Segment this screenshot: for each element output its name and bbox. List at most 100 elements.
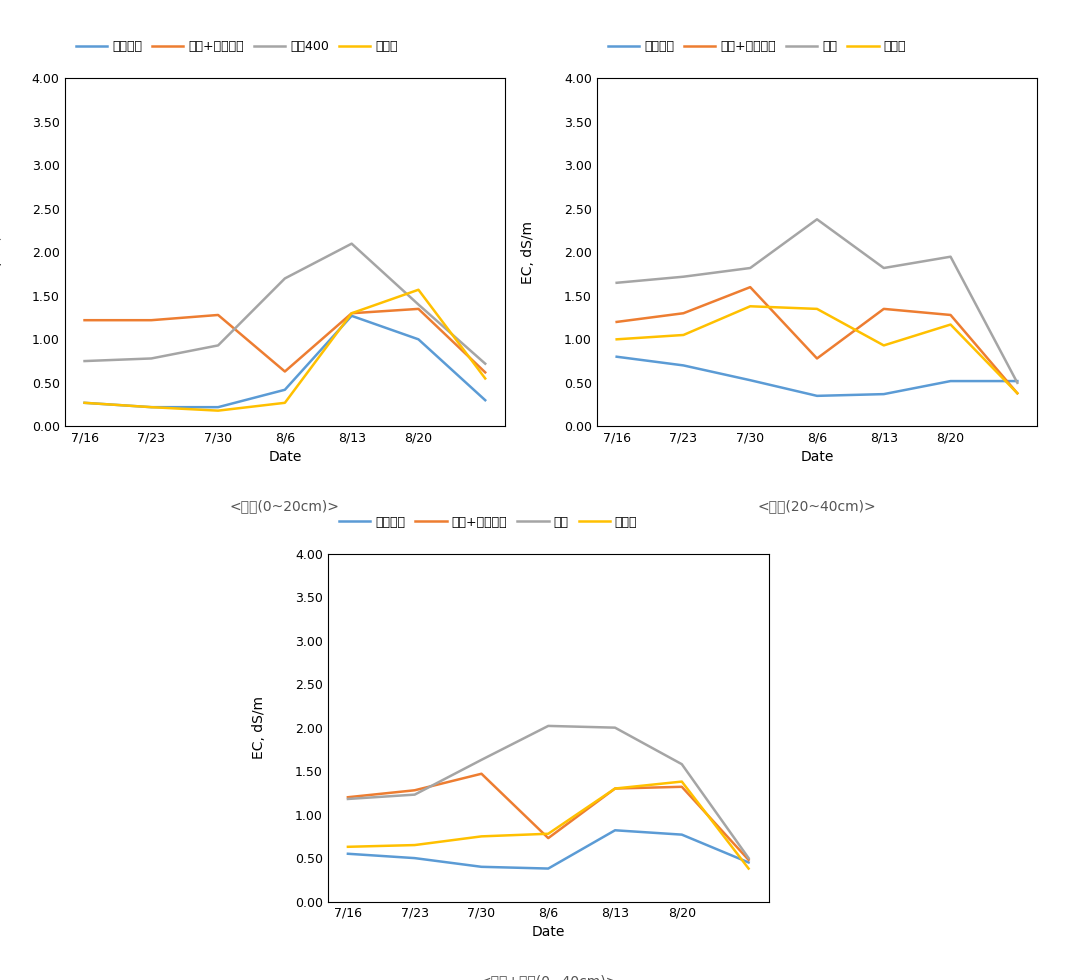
- Line: 석고+심토파쇄: 석고+심토파쇄: [617, 287, 1017, 393]
- 무처리: [675, 776, 688, 788]
- 석고+심토파쇄: [877, 303, 890, 315]
- 무처리: [475, 830, 488, 842]
- Y-axis label: EC, dS/m: EC, dS/m: [253, 696, 267, 760]
- 석고+심토파쇄: [78, 315, 91, 326]
- 석고+심토파쇄: [1010, 387, 1023, 399]
- Y-axis label: EC, dS/m: EC, dS/m: [0, 220, 3, 284]
- Line: 무처리: 무처리: [617, 307, 1017, 393]
- 석고: [542, 720, 555, 732]
- Legend: 심토파쇄, 석고+심토파쇄, 석고, 무처리: 심토파쇄, 석고+심토파쇄, 석고, 무처리: [334, 511, 642, 533]
- 심토파쇄: [412, 333, 425, 345]
- 심토파쇄: [877, 388, 890, 400]
- 석고400: [412, 299, 425, 311]
- 석고: [744, 262, 757, 273]
- X-axis label: Date: Date: [800, 450, 834, 464]
- 석고+심토파쇄: [408, 784, 421, 796]
- Line: 석고+심토파쇄: 석고+심토파쇄: [348, 774, 748, 859]
- 석고+심토파쇄: [742, 854, 755, 865]
- 석고: [1010, 377, 1023, 389]
- 석고+심토파쇄: [542, 832, 555, 844]
- 무처리: [145, 401, 158, 413]
- 무처리: [744, 301, 757, 313]
- 석고+심토파쇄: [608, 783, 621, 795]
- 무처리: [412, 284, 425, 296]
- Line: 석고: 석고: [617, 220, 1017, 383]
- 무처리: [742, 862, 755, 874]
- 석고+심토파쇄: [345, 308, 358, 319]
- 심토파쇄: [677, 360, 690, 371]
- 심토파쇄: [1010, 375, 1023, 387]
- Line: 심토파쇄: 심토파쇄: [617, 357, 1017, 396]
- 심토파쇄: [944, 375, 957, 387]
- Text: <표토(0~20cm)>: <표토(0~20cm)>: [230, 500, 340, 514]
- 석고400: [78, 355, 91, 367]
- 심토파쇄: [145, 401, 158, 413]
- 석고: [342, 793, 355, 805]
- 석고+심토파쇄: [677, 308, 690, 319]
- Line: 석고+심토파쇄: 석고+심토파쇄: [85, 309, 485, 372]
- Line: 석고400: 석고400: [85, 244, 485, 364]
- 무처리: [408, 839, 421, 851]
- 심토파쇄: [345, 310, 358, 321]
- Line: 석고: 석고: [348, 726, 748, 858]
- 석고+심토파쇄: [944, 309, 957, 320]
- 석고+심토파쇄: [212, 309, 225, 320]
- 석고: [408, 789, 421, 801]
- 석고: [742, 853, 755, 864]
- 무처리: [944, 318, 957, 330]
- 석고: [611, 277, 623, 289]
- 석고+심토파쇄: [675, 781, 688, 793]
- 무처리: [811, 303, 823, 315]
- 무처리: [212, 405, 225, 416]
- Line: 무처리: 무처리: [348, 782, 748, 868]
- 심토파쇄: [675, 829, 688, 841]
- 심토파쇄: [608, 824, 621, 836]
- 석고: [677, 270, 690, 282]
- Text: <표토+심토(0~40cm)>: <표토+심토(0~40cm)>: [479, 975, 617, 980]
- 심토파쇄: [342, 848, 355, 859]
- 심토파쇄: [212, 401, 225, 413]
- Legend: 심토파쇄, 석고+심토파쇄, 석고, 무처리: 심토파쇄, 석고+심토파쇄, 석고, 무처리: [603, 35, 911, 58]
- 무처리: [478, 372, 491, 384]
- 석고400: [145, 353, 158, 365]
- 석고: [811, 214, 823, 225]
- 무처리: [677, 329, 690, 341]
- 석고+심토파쇄: [478, 367, 491, 378]
- 석고: [675, 759, 688, 770]
- 심토파쇄: [811, 390, 823, 402]
- 석고+심토파쇄: [475, 768, 488, 780]
- 심토파쇄: [742, 857, 755, 868]
- 무처리: [608, 783, 621, 795]
- 석고+심토파쇄: [744, 281, 757, 293]
- 심토파쇄: [475, 860, 488, 872]
- 석고+심토파쇄: [611, 316, 623, 327]
- 무처리: [278, 397, 291, 409]
- 심토파쇄: [744, 374, 757, 386]
- 석고+심토파쇄: [811, 353, 823, 365]
- 석고400: [212, 339, 225, 351]
- Text: <심토(20~40cm)>: <심토(20~40cm)>: [758, 500, 876, 514]
- 석고+심토파쇄: [278, 366, 291, 377]
- 석고+심토파쇄: [412, 303, 425, 315]
- 석고: [475, 754, 488, 765]
- 무처리: [1010, 387, 1023, 399]
- 무처리: [345, 308, 358, 319]
- 심토파쇄: [611, 351, 623, 363]
- 심토파쇄: [78, 397, 91, 409]
- 무처리: [877, 339, 890, 351]
- Y-axis label: EC, dS/m: EC, dS/m: [521, 220, 535, 284]
- 석고400: [345, 238, 358, 250]
- 심토파쇄: [542, 862, 555, 874]
- X-axis label: Date: Date: [268, 450, 302, 464]
- 석고+심토파쇄: [342, 792, 355, 804]
- 석고: [944, 251, 957, 263]
- 석고: [608, 721, 621, 733]
- X-axis label: Date: Date: [531, 925, 565, 939]
- 무처리: [611, 333, 623, 345]
- 석고400: [478, 358, 491, 369]
- 심토파쇄: [478, 394, 491, 406]
- 심토파쇄: [278, 384, 291, 396]
- 무처리: [342, 841, 355, 853]
- Legend: 심토파쇄, 석고+심토파쇄, 석고400, 무처리: 심토파쇄, 석고+심토파쇄, 석고400, 무처리: [71, 35, 403, 58]
- 석고400: [278, 272, 291, 284]
